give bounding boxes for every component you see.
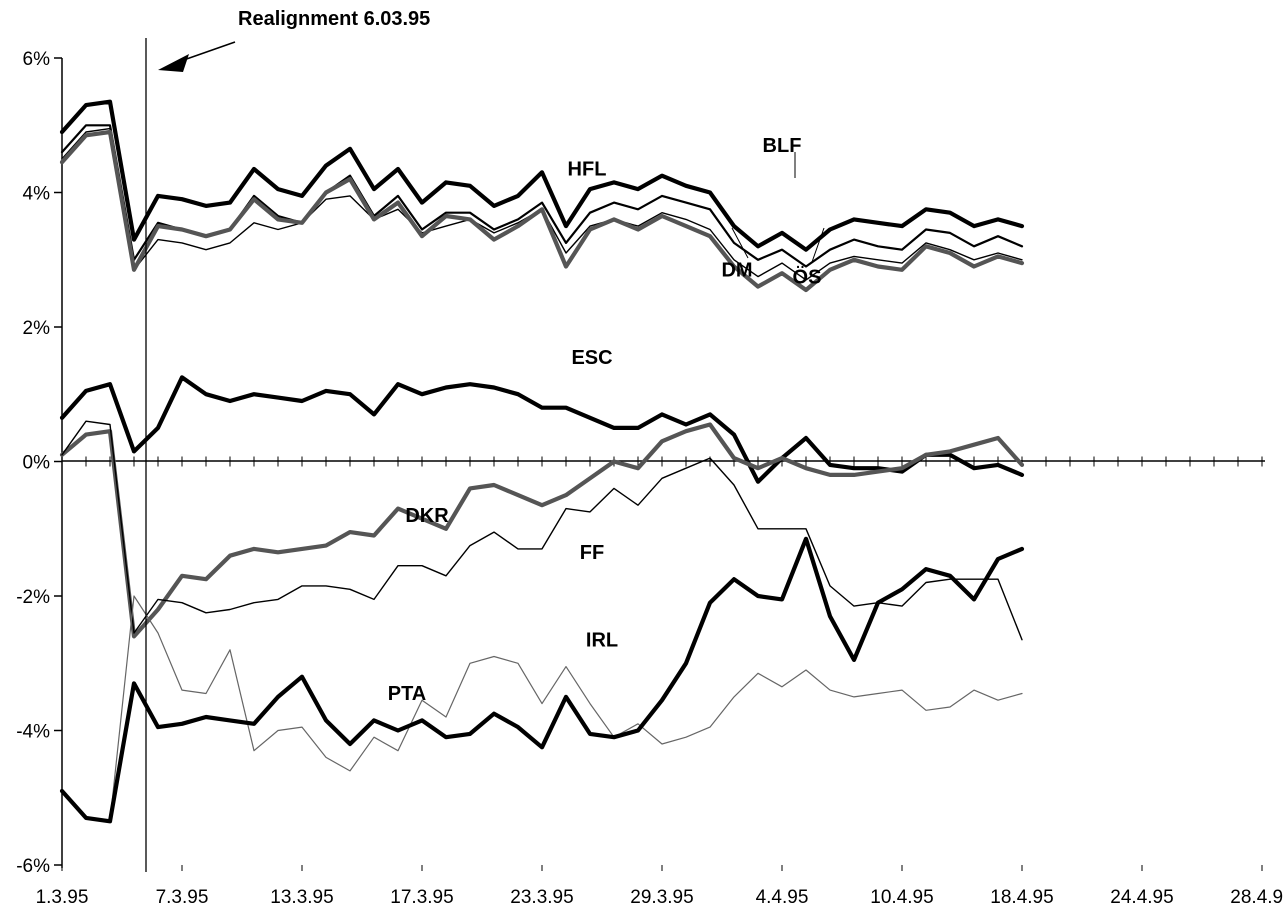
realignment-arrow-shaft <box>177 41 236 63</box>
series-label-dm: DM <box>721 260 752 282</box>
series-label-ff: FF <box>580 542 604 564</box>
series-label-dkr: DKR <box>405 505 449 527</box>
axes <box>61 58 1265 868</box>
series-line-xs <box>59 129 1025 293</box>
series-label-hfl: HFL <box>568 159 607 181</box>
y-tick-label: -6% <box>16 856 50 877</box>
series-label-pta: PTA <box>388 683 427 705</box>
series-line-blf <box>60 124 1024 268</box>
series-line-esc <box>59 375 1025 484</box>
y-ticks: -6% -4% -2% 0% 2% 4% 6% <box>16 49 62 877</box>
series-line-hfl <box>59 99 1025 252</box>
series-label-blf: BLF <box>763 135 802 157</box>
x-tick-label: 1.3.95 <box>36 887 89 908</box>
x-ticks: 1.3.95 7.3.95 13.3.95 17.3.95 23.3.95 29.3.95… <box>36 456 1283 908</box>
y-tick-label: 6% <box>23 49 51 70</box>
series-label-xs: ÖS <box>793 265 822 288</box>
y-tick-label: -2% <box>16 587 50 608</box>
x-tick-label: 23.3.95 <box>510 887 573 908</box>
series-label-esc: ESC <box>571 347 612 369</box>
series-line-ff <box>61 420 1023 641</box>
series-labels: HFL BLF DM ÖS ESC DKR FF IRL PTA <box>388 135 825 705</box>
x-tick-label: 24.4.95 <box>1110 887 1173 908</box>
y-tick-label: 0% <box>23 453 51 474</box>
y-tick-label: 4% <box>23 184 51 205</box>
x-tick-label: 4.4.95 <box>756 887 809 908</box>
x-tick-label: 17.3.95 <box>390 887 453 908</box>
dm-leader-line <box>731 227 749 259</box>
x-tick-label: 28.4.95 <box>1230 887 1283 908</box>
y-tick-label: -4% <box>16 722 50 743</box>
x-tick-label: 10.4.95 <box>870 887 933 908</box>
x-tick-label: 29.3.95 <box>630 887 693 908</box>
x-tick-label: 18.4.95 <box>990 887 1053 908</box>
realignment-arrow-head <box>158 54 189 72</box>
series-label-irl: IRL <box>586 629 618 651</box>
y-tick-label: 2% <box>23 318 51 339</box>
x-tick-label: 13.3.95 <box>270 887 333 908</box>
os-leader-line <box>811 227 825 263</box>
x-tick-label: 7.3.95 <box>156 887 209 908</box>
realignment-annotation: Realignment 6.03.95 <box>145 8 430 872</box>
series-line-dkr <box>59 422 1025 639</box>
realignment-label: Realignment 6.03.95 <box>238 8 430 30</box>
series-line-pta <box>59 536 1025 824</box>
series-group <box>59 99 1025 824</box>
series-line-irl <box>61 595 1023 822</box>
